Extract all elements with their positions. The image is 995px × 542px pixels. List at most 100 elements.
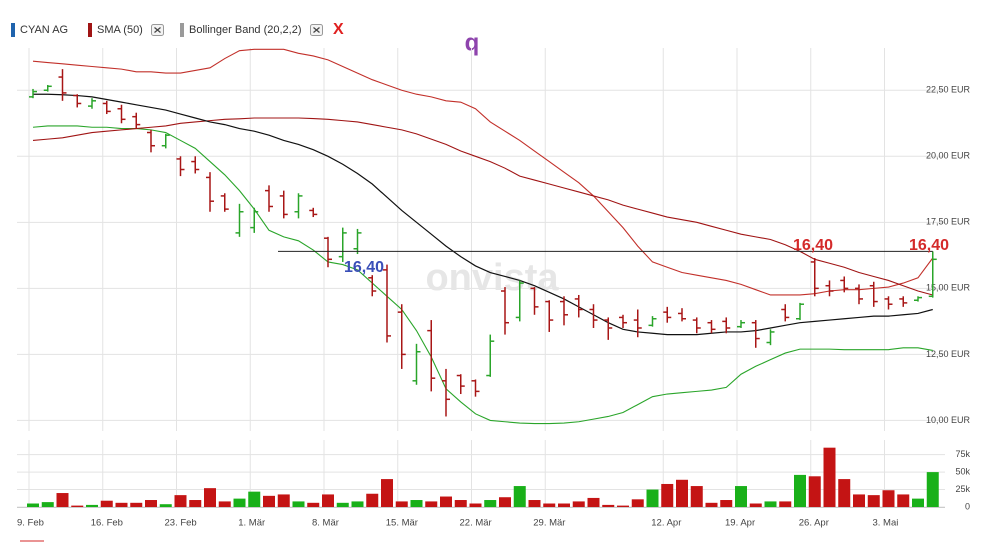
volume-bar	[676, 479, 688, 507]
x-tick-label: 26. Apr	[799, 518, 829, 529]
legend-label: SMA (50)	[97, 24, 143, 36]
volume-bar	[543, 503, 556, 507]
volume-bar	[71, 505, 84, 507]
volume-bar	[528, 500, 541, 507]
x-tick-label: 23. Feb	[165, 518, 197, 529]
volume-bar	[882, 490, 895, 507]
x-tick-label: 19. Apr	[725, 518, 755, 529]
volume-bar	[838, 479, 851, 507]
volume-bar	[189, 500, 202, 507]
volume-bar	[764, 501, 777, 507]
x-tick-label: 15. Mär	[386, 518, 418, 529]
volume-bar	[749, 503, 762, 507]
volume-bar	[100, 500, 113, 507]
volume-bar	[808, 476, 821, 507]
volume-bar	[307, 502, 320, 507]
volume-bar	[853, 494, 865, 507]
marker-text: q	[465, 29, 480, 56]
y-tick-label: 17,50 EUR	[926, 217, 971, 227]
volume-bar	[499, 497, 511, 507]
volume-bar	[690, 486, 703, 507]
line	[32, 117, 933, 296]
legend: CYAN AG SMA (50) Bollinger Band (20,2,2)…	[11, 21, 344, 38]
volume-bar	[277, 494, 290, 507]
legend-label: CYAN AG	[20, 24, 68, 36]
volume-tick-label: 75k	[955, 449, 970, 459]
annotation: 16,40	[909, 237, 949, 254]
volume-bar	[159, 504, 172, 507]
volume-bar	[484, 500, 497, 507]
legend-swatch	[88, 23, 92, 37]
volume-bar	[897, 494, 910, 507]
volume-bar	[322, 494, 334, 507]
volume-bar	[617, 505, 629, 507]
volume-bar	[233, 498, 246, 507]
annotation: 16,40	[793, 237, 833, 254]
volume-bar	[174, 495, 187, 507]
x-tick-label: 1. Mär	[238, 518, 265, 529]
x-tick-label: 12. Apr	[651, 518, 681, 529]
volume-bar	[440, 496, 452, 507]
annotation: 16,40	[344, 259, 384, 276]
volume-bar	[631, 499, 644, 507]
legend-label: Bollinger Band (20,2,2)	[189, 24, 302, 36]
volume-bar	[115, 502, 128, 507]
volume-bar	[425, 501, 438, 507]
y-tick-label: 20,00 EUR	[926, 151, 971, 161]
volume-bar	[292, 501, 305, 507]
x-tick-label: 29. Mär	[533, 518, 565, 529]
volume-bar	[926, 472, 939, 507]
volume-bar	[56, 493, 69, 507]
volume-bar	[794, 474, 806, 507]
x-tick-label: 22. Mär	[460, 518, 492, 529]
volume-bar	[454, 500, 467, 507]
volume-bar	[336, 502, 349, 507]
volume-bar	[381, 479, 393, 507]
remove-all-button[interactable]: X	[333, 21, 344, 38]
volume-tick-label: 25k	[955, 484, 970, 494]
remove-button[interactable]	[310, 24, 323, 36]
volume-tick-label: 0	[965, 501, 970, 511]
volume-bar	[572, 501, 585, 507]
volume-bar	[218, 501, 231, 507]
volume-bar	[735, 486, 747, 507]
x-tick-label: 16. Feb	[91, 518, 123, 529]
volume-tick-label: 50k	[955, 466, 970, 476]
y-tick-label: 10,00 EUR	[926, 415, 971, 425]
volume-bar	[469, 503, 482, 507]
volume-bar	[720, 500, 733, 507]
volume-bar	[145, 500, 157, 507]
volume-bar	[602, 504, 615, 507]
volume-bar	[867, 495, 880, 507]
volume-bar	[366, 493, 379, 507]
remove-button[interactable]	[151, 24, 164, 36]
volume-bar	[410, 500, 423, 507]
volume-bar	[646, 489, 659, 507]
volume-bar	[204, 488, 216, 507]
volume-bar	[27, 503, 39, 507]
legend-swatch	[11, 23, 15, 37]
volume-bar	[395, 501, 408, 507]
volume-bar	[705, 502, 718, 507]
y-tick-label: 15,00 EUR	[926, 283, 971, 293]
legend-swatch	[180, 23, 184, 37]
volume-bar	[912, 498, 924, 507]
volume-bar	[130, 502, 143, 507]
line	[32, 48, 934, 296]
volume-bar	[351, 501, 364, 507]
watermark: onvista	[425, 257, 559, 299]
volume-bar	[41, 502, 54, 507]
volume-bar	[263, 495, 275, 507]
volume-bar	[661, 483, 674, 507]
x-tick-label: 9. Feb	[17, 518, 44, 529]
volume-bar	[248, 491, 261, 507]
volume-bar	[823, 447, 836, 507]
x-tick-label: 8. Mär	[312, 518, 339, 529]
volume-bar	[86, 504, 98, 507]
line	[33, 93, 933, 336]
volume-bar	[513, 486, 526, 507]
y-tick-label: 12,50 EUR	[926, 349, 971, 359]
volume-bar	[779, 501, 792, 507]
line	[32, 125, 933, 425]
